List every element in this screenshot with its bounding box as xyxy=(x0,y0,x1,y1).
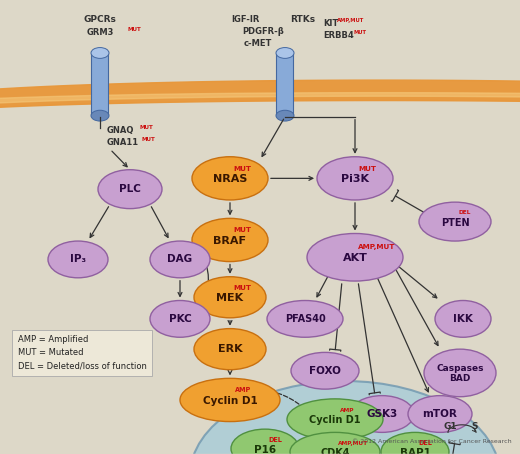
Text: P16: P16 xyxy=(254,444,276,454)
Ellipse shape xyxy=(98,170,162,209)
Text: MUT: MUT xyxy=(233,166,251,172)
Text: GSK3: GSK3 xyxy=(367,409,398,419)
Text: GNA11: GNA11 xyxy=(107,138,139,147)
Text: AMP: AMP xyxy=(340,408,354,413)
Text: Cyclin D1: Cyclin D1 xyxy=(309,415,361,425)
Text: AMP: AMP xyxy=(235,387,251,393)
Ellipse shape xyxy=(194,277,266,318)
Ellipse shape xyxy=(150,241,210,278)
Ellipse shape xyxy=(231,429,299,454)
Ellipse shape xyxy=(291,352,359,389)
Ellipse shape xyxy=(194,329,266,370)
Text: PFAS40: PFAS40 xyxy=(284,314,326,324)
Ellipse shape xyxy=(192,157,268,200)
Ellipse shape xyxy=(350,395,414,432)
Text: © 2012 American Association for Cancer Research: © 2012 American Association for Cancer R… xyxy=(353,439,512,444)
Text: GNAQ: GNAQ xyxy=(107,126,134,135)
Text: ERBB4: ERBB4 xyxy=(323,31,354,40)
Ellipse shape xyxy=(435,301,491,337)
Ellipse shape xyxy=(419,202,491,241)
Text: Pi3K: Pi3K xyxy=(341,174,369,184)
Text: ERK: ERK xyxy=(218,344,242,354)
Ellipse shape xyxy=(48,241,108,278)
Text: IP₃: IP₃ xyxy=(70,254,86,264)
Text: PLC: PLC xyxy=(119,184,141,194)
Text: RTKs: RTKs xyxy=(290,15,315,24)
Text: AMP,MUT: AMP,MUT xyxy=(338,440,368,445)
Text: MUT: MUT xyxy=(354,30,367,35)
Text: MEK: MEK xyxy=(216,293,243,303)
Ellipse shape xyxy=(317,157,393,200)
Text: DEL: DEL xyxy=(418,440,432,446)
Text: PKC: PKC xyxy=(168,314,191,324)
Ellipse shape xyxy=(91,110,109,121)
Ellipse shape xyxy=(150,301,210,337)
Text: S: S xyxy=(472,423,478,431)
Text: CDK4: CDK4 xyxy=(320,448,350,454)
Ellipse shape xyxy=(381,432,449,454)
Text: IGF-IR: IGF-IR xyxy=(231,15,260,24)
FancyBboxPatch shape xyxy=(92,51,109,117)
Text: c-MET: c-MET xyxy=(244,39,272,48)
Ellipse shape xyxy=(307,233,403,281)
Text: GRM3: GRM3 xyxy=(86,28,114,37)
Text: DEL: DEL xyxy=(268,437,282,443)
Text: MUT: MUT xyxy=(233,227,251,233)
Ellipse shape xyxy=(408,395,472,432)
Ellipse shape xyxy=(424,349,496,397)
Ellipse shape xyxy=(276,48,294,59)
Text: IKK: IKK xyxy=(453,314,473,324)
Text: MUT: MUT xyxy=(139,125,153,130)
Ellipse shape xyxy=(180,378,280,422)
Text: NRAS: NRAS xyxy=(213,174,247,184)
Text: MUT: MUT xyxy=(142,137,156,142)
Ellipse shape xyxy=(190,381,500,454)
Text: G1: G1 xyxy=(443,423,457,431)
Polygon shape xyxy=(0,93,520,114)
Text: DEL: DEL xyxy=(458,210,471,215)
Ellipse shape xyxy=(192,218,268,262)
Text: Cyclin D1: Cyclin D1 xyxy=(203,396,257,406)
Text: AMP,MUT: AMP,MUT xyxy=(337,18,364,23)
Text: DAG: DAG xyxy=(167,254,192,264)
FancyBboxPatch shape xyxy=(277,51,293,117)
Ellipse shape xyxy=(91,48,109,59)
Text: GPCRs: GPCRs xyxy=(84,15,116,24)
Text: MUT: MUT xyxy=(233,285,251,291)
Text: AMP,MUT: AMP,MUT xyxy=(358,243,395,250)
Text: PDGFR-β: PDGFR-β xyxy=(242,27,284,36)
Ellipse shape xyxy=(290,432,380,454)
Polygon shape xyxy=(0,80,520,118)
Text: KIT: KIT xyxy=(323,19,338,28)
Text: FOXO: FOXO xyxy=(309,366,341,376)
Text: MUT: MUT xyxy=(358,166,376,172)
Text: Caspases: Caspases xyxy=(436,364,484,373)
Ellipse shape xyxy=(267,301,343,337)
Text: PTEN: PTEN xyxy=(440,217,470,227)
Text: BRAF: BRAF xyxy=(214,236,246,246)
Text: AKT: AKT xyxy=(343,253,368,263)
Ellipse shape xyxy=(287,399,383,440)
Text: BAD: BAD xyxy=(449,374,471,383)
Text: MUT: MUT xyxy=(128,27,142,32)
Ellipse shape xyxy=(276,110,294,121)
Text: AMP = Amplified
MUT = Mutated
DEL = Deleted/loss of function: AMP = Amplified MUT = Mutated DEL = Dele… xyxy=(18,335,147,370)
Text: BAP1: BAP1 xyxy=(399,448,431,454)
Text: mTOR: mTOR xyxy=(423,409,458,419)
